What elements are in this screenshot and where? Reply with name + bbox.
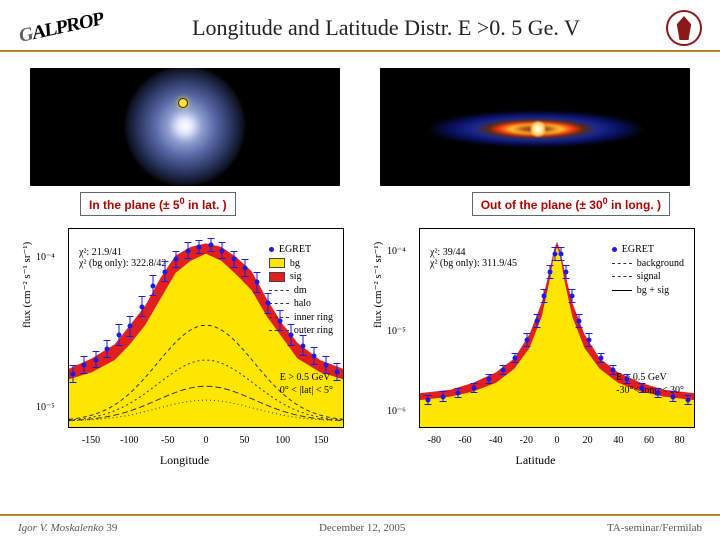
y-axis-label: flux (cm⁻² s⁻¹ sr⁻¹) [371,242,384,328]
plot-area: χ²: 39/44 χ² (bg only): 311.9/45 EGRETba… [419,228,695,428]
footer-page: 39 [106,522,117,534]
galaxy-edge-on-image [380,68,690,186]
legend: EGRETbackgroundsignalbg + sig [612,243,684,297]
footer-venue: TA-seminar/Fermilab [607,522,702,534]
chi2-text: χ²: 39/44 χ² (bg only): 311.9/45 [430,247,517,269]
y-axis-label: flux (cm⁻² s⁻¹ sr⁻¹) [20,242,33,328]
x-axis-label: Latitude [365,453,706,468]
header: GALPROP Longitude and Latitude Distr. E … [0,0,720,52]
footer-author: Igor V. Moskalenko [18,522,104,534]
longitude-chart: flux (cm⁻² s⁻¹ sr⁻¹) χ²: 21.9/41 χ² (bg … [14,218,355,470]
chi2-text: χ²: 21.9/41 χ² (bg only): 322.8/42 [79,247,166,269]
galprop-logo: GALPROP [18,8,106,48]
latitude-chart: flux (cm⁻² s⁻¹ sr⁻¹) χ²: 39/44 χ² (bg on… [365,218,706,470]
plane-labels-row: In the plane (± 50 in lat. ) Out of the … [0,192,720,218]
stanford-seal-icon [666,10,702,46]
galaxy-face-on-image [30,68,340,186]
sun-marker-icon [178,98,188,108]
page-title: Longitude and Latitude Distr. E >0. 5 Ge… [106,15,666,41]
x-axis-label: Longitude [14,453,355,468]
in-plane-label: In the plane (± 50 in lat. ) [80,192,236,216]
footer-date: December 12, 2005 [319,522,405,534]
footer: Igor V. Moskalenko 39 December 12, 2005 … [0,514,720,534]
astro-images-row [0,52,720,192]
out-of-plane-label: Out of the plane (± 300 in long. ) [472,192,670,216]
logo-text: ALPROP [32,8,104,44]
plot-area: χ²: 21.9/41 χ² (bg only): 322.8/42 EGRET… [68,228,344,428]
charts-row: flux (cm⁻² s⁻¹ sr⁻¹) χ²: 21.9/41 χ² (bg … [0,218,720,470]
energy-info: E > 0.5 GeV 0° < |lat| < 5° [280,372,333,397]
